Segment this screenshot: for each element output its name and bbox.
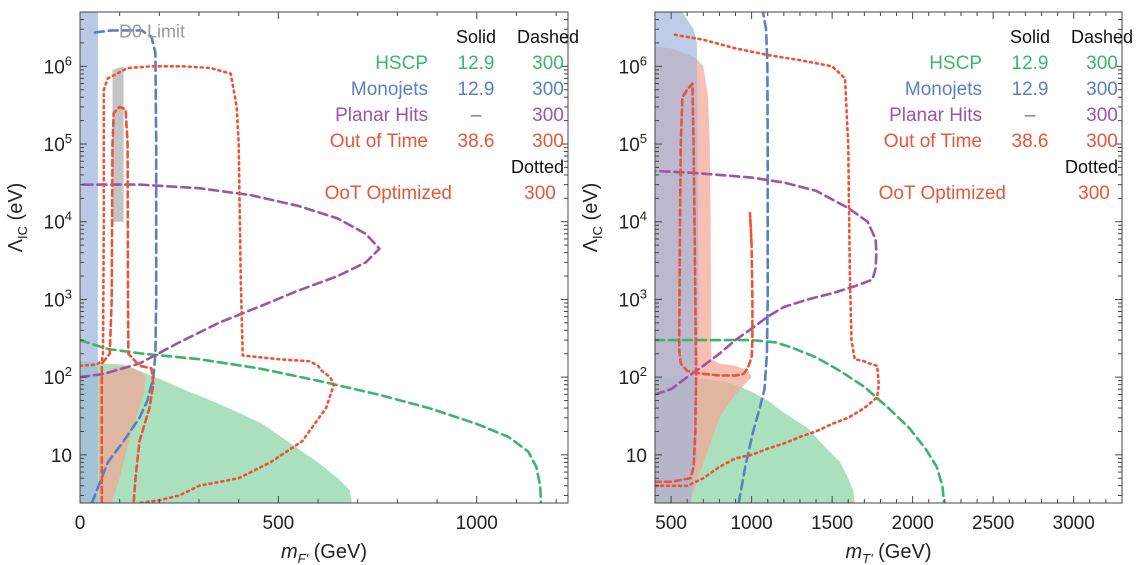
region-monojets — [80, 12, 98, 503]
chart-panel-right: 500 1000 1500 2000 2500 3000 10 102 103 104 105 106… — [580, 11, 1133, 565]
legend-entry: HSCP 12.9 300 — [929, 53, 1118, 74]
legend-entry-name: Planar Hits — [335, 105, 428, 126]
legend-entry-name: Monojets — [351, 79, 428, 100]
legend-entry-dotted-value: 300 — [1078, 183, 1110, 204]
legend-entry-solid: 38.6 — [458, 131, 495, 152]
x-tick-label: 500 — [263, 513, 295, 534]
legend-entry: Monojets 12.9 300 — [351, 79, 564, 100]
curve-oot-dotted — [655, 32, 881, 488]
legend-entry-dotted: OoT Optimized 300 — [879, 183, 1110, 204]
legend-entry-name: Planar Hits — [889, 105, 982, 126]
x-tick-label: 2000 — [892, 513, 934, 534]
curve-hscp-dashed — [655, 338, 946, 503]
y-tick-label: 106 — [619, 53, 647, 78]
x-tick-label: 1000 — [456, 513, 498, 534]
x-axis-label: mF' (GeV) — [281, 541, 367, 565]
y-tick-label: 106 — [44, 53, 72, 78]
legend-entry: HSCP 12.9 300 — [375, 53, 564, 74]
curve-hscp-dashed — [80, 338, 543, 503]
curve-planar-dashed — [80, 183, 381, 379]
region-oot — [99, 367, 146, 503]
x-tick-label: 2500 — [972, 513, 1014, 534]
legend-entry-solid: – — [1025, 105, 1036, 126]
legend-header-dashed: Dashed — [1071, 27, 1133, 47]
region-monojets — [655, 12, 699, 503]
x-tick-label: 500 — [655, 513, 687, 534]
y-tick-label: 103 — [44, 286, 72, 311]
legend-entry-name: OoT Optimized — [879, 183, 1006, 204]
legend-entry: Planar Hits – 300 — [889, 105, 1118, 126]
legend-header-dotted: Dotted — [1065, 157, 1118, 177]
y-tick-label: 10 — [51, 446, 72, 467]
x-tick-label: 0 — [75, 513, 86, 534]
x-tick-label: 3000 — [1053, 513, 1095, 534]
legend-entry-solid: 12.9 — [458, 79, 495, 100]
legend-entry-name: OoT Optimized — [325, 183, 452, 204]
legend-entry: Monojets 12.9 300 — [905, 79, 1118, 100]
legend-entry-dashed: 300 — [532, 53, 564, 74]
legend-header-dotted: Dotted — [511, 157, 564, 177]
legend-entry-name: Out of Time — [330, 131, 428, 152]
legend-entry: Out of Time 38.6 300 — [884, 131, 1118, 152]
legend-header-dashed: Dashed — [517, 27, 579, 47]
legend-entry-dashed: 300 — [1086, 105, 1118, 126]
y-tick-label: 103 — [619, 286, 647, 311]
region-d0 — [112, 66, 124, 222]
y-tick-label: 102 — [619, 364, 647, 389]
curve-oot-dashed — [100, 105, 155, 503]
legend-entry: Out of Time 38.6 300 — [330, 131, 564, 152]
legend-entry-dotted-value: 300 — [524, 183, 556, 204]
legend-header-solid: Solid — [1010, 27, 1050, 47]
legend-entry-solid: 12.9 — [1012, 53, 1049, 74]
y-tick-label: 10 — [626, 446, 647, 467]
plot-area — [655, 12, 946, 503]
x-axis-label: mT' (GeV) — [845, 541, 931, 565]
legend-entry-name: Monojets — [905, 79, 982, 100]
y-tick-label: 102 — [44, 364, 72, 389]
legend-entry-solid: 38.6 — [1012, 131, 1049, 152]
curve-planar-dashed — [655, 169, 878, 396]
plot-area — [80, 12, 543, 503]
plot-frame — [654, 11, 1123, 504]
x-tick-label: 1500 — [811, 513, 853, 534]
y-axis-label: ΛIC (eV) — [5, 183, 30, 253]
legend-entry-dashed: 300 — [532, 105, 564, 126]
plot-frame — [79, 11, 569, 504]
curve-monojets-dashed — [737, 12, 769, 503]
legend-entry-solid: 12.9 — [458, 53, 495, 74]
legend-entry-dashed: 300 — [1086, 79, 1118, 100]
legend-entry: Planar Hits – 300 — [335, 105, 564, 126]
curve-oot-dotted — [80, 65, 336, 503]
curve-oot-dashed — [655, 82, 754, 484]
legend-entry-name: HSCP — [929, 53, 982, 74]
legend-header-solid: Solid — [456, 27, 496, 47]
legend-entry-name: Out of Time — [884, 131, 982, 152]
x-tick-label: 1000 — [730, 513, 772, 534]
y-tick-label: 104 — [44, 209, 72, 234]
y-tick-label: 104 — [619, 209, 647, 234]
legend-entry-dashed: 300 — [1086, 131, 1118, 152]
curve-monojets-dashed — [90, 29, 158, 503]
legend-entry-dashed: 300 — [532, 79, 564, 100]
legend-entry-dashed: 300 — [532, 131, 564, 152]
legend-entry-solid: – — [471, 105, 482, 126]
legend-entry-solid: 12.9 — [1012, 79, 1049, 100]
legend-entry-dotted: OoT Optimized 300 — [325, 183, 556, 204]
y-axis-label: ΛIC (eV) — [580, 183, 605, 253]
legend-entry-dashed: 300 — [1086, 53, 1118, 74]
y-tick-label: 105 — [44, 131, 72, 156]
y-tick-label: 105 — [619, 131, 647, 156]
annotation-label: D0 Limit — [119, 22, 185, 42]
legend-entry-name: HSCP — [375, 53, 428, 74]
chart-panel-left: 0 500 1000 10 102 103 104 105 106 mF' (GeV) ΛIC (e… — [5, 11, 579, 565]
